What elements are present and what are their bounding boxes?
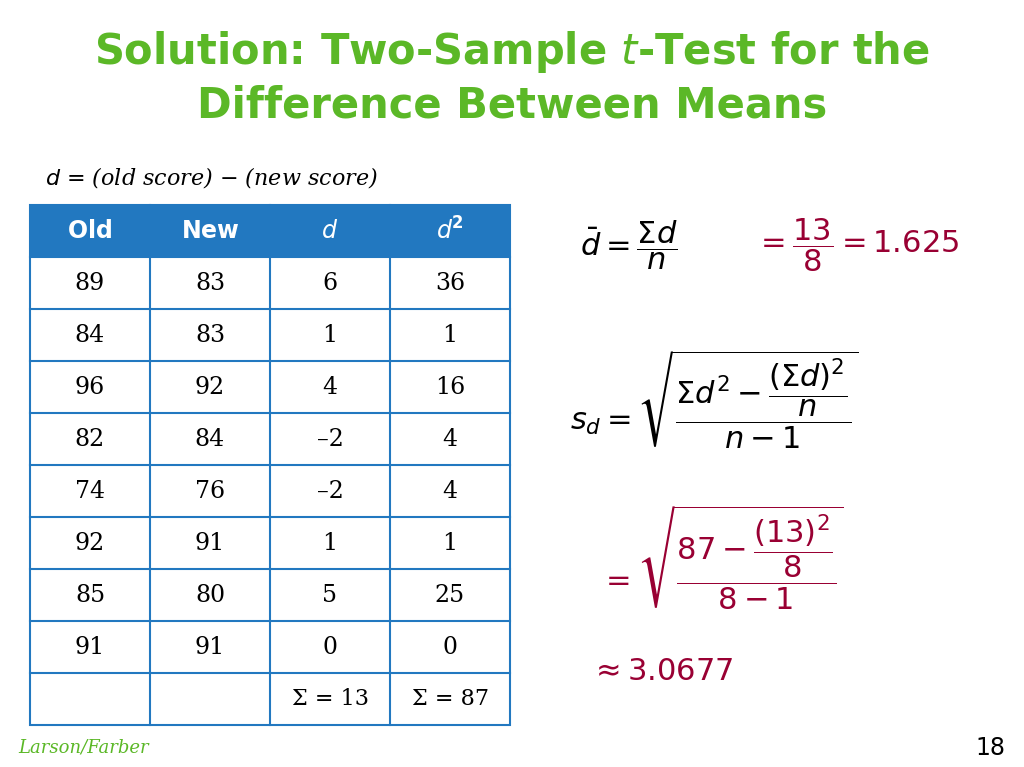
Text: 4: 4: [323, 376, 338, 399]
Text: 4: 4: [442, 427, 458, 450]
Text: Larson/Farber: Larson/Farber: [18, 739, 148, 757]
Text: $s_d = \sqrt{\dfrac{\Sigma d^2 - \dfrac{(\Sigma d)^2}{n}}{n-1}}$: $s_d = \sqrt{\dfrac{\Sigma d^2 - \dfrac{…: [570, 349, 859, 452]
Text: 85: 85: [75, 584, 105, 607]
Text: $\mathbf{New}$: $\mathbf{New}$: [180, 219, 240, 242]
Text: Solution: Two-Sample $\mathbf{\mathit{t}}$-Test for the: Solution: Two-Sample $\mathbf{\mathit{t}…: [94, 29, 930, 75]
Text: 6: 6: [323, 272, 338, 295]
Text: Σ = 13: Σ = 13: [292, 688, 369, 710]
Text: 83: 83: [195, 272, 225, 295]
Text: $\approx 3.0677$: $\approx 3.0677$: [590, 657, 733, 687]
Text: 1: 1: [323, 324, 338, 347]
Text: 91: 91: [195, 636, 225, 659]
Text: –2: –2: [316, 427, 343, 450]
Text: Σ = 87: Σ = 87: [412, 688, 488, 710]
Text: 4: 4: [442, 479, 458, 502]
Text: –2: –2: [316, 479, 343, 502]
Text: $= \sqrt{\dfrac{87 - \dfrac{(13)^2}{8}}{8-1}}$: $= \sqrt{\dfrac{87 - \dfrac{(13)^2}{8}}{…: [600, 504, 844, 612]
Text: 5: 5: [323, 584, 338, 607]
Text: $\bar{d} = \dfrac{\Sigma d}{n}$: $\bar{d} = \dfrac{\Sigma d}{n}$: [580, 219, 678, 272]
Text: $\mathbf{Old}$: $\mathbf{Old}$: [68, 219, 113, 242]
Bar: [30, 205, 510, 257]
Text: 16: 16: [435, 376, 465, 399]
Text: $\mathbf{\mathit{d}}$: $\mathbf{\mathit{d}}$: [322, 219, 339, 242]
Text: 92: 92: [195, 376, 225, 399]
Text: 36: 36: [435, 272, 465, 295]
Text: $d$ = (old score) $-$ (new score): $d$ = (old score) $-$ (new score): [45, 166, 378, 190]
Text: 92: 92: [75, 532, 105, 555]
Text: 96: 96: [75, 376, 105, 399]
Text: 84: 84: [75, 324, 105, 347]
Bar: [30, 205, 510, 725]
Text: 18: 18: [975, 736, 1005, 760]
Text: $= \dfrac{13}{8} = 1.625$: $= \dfrac{13}{8} = 1.625$: [755, 216, 959, 274]
Text: 91: 91: [195, 532, 225, 555]
Text: 25: 25: [435, 584, 465, 607]
Text: 76: 76: [195, 479, 225, 502]
Text: 1: 1: [323, 532, 338, 555]
Text: 74: 74: [75, 479, 105, 502]
Text: 1: 1: [442, 532, 458, 555]
Text: 91: 91: [75, 636, 105, 659]
Text: 82: 82: [75, 427, 105, 450]
Text: $\mathbf{\mathit{d}}^{\mathbf{2}}$: $\mathbf{\mathit{d}}^{\mathbf{2}}$: [436, 217, 464, 245]
Text: 80: 80: [195, 584, 225, 607]
Text: 0: 0: [442, 636, 458, 659]
Text: 89: 89: [75, 272, 105, 295]
Text: 84: 84: [195, 427, 225, 450]
Text: 83: 83: [195, 324, 225, 347]
Text: 0: 0: [323, 636, 338, 659]
Text: 1: 1: [442, 324, 458, 347]
Text: Difference Between Means: Difference Between Means: [197, 84, 827, 126]
